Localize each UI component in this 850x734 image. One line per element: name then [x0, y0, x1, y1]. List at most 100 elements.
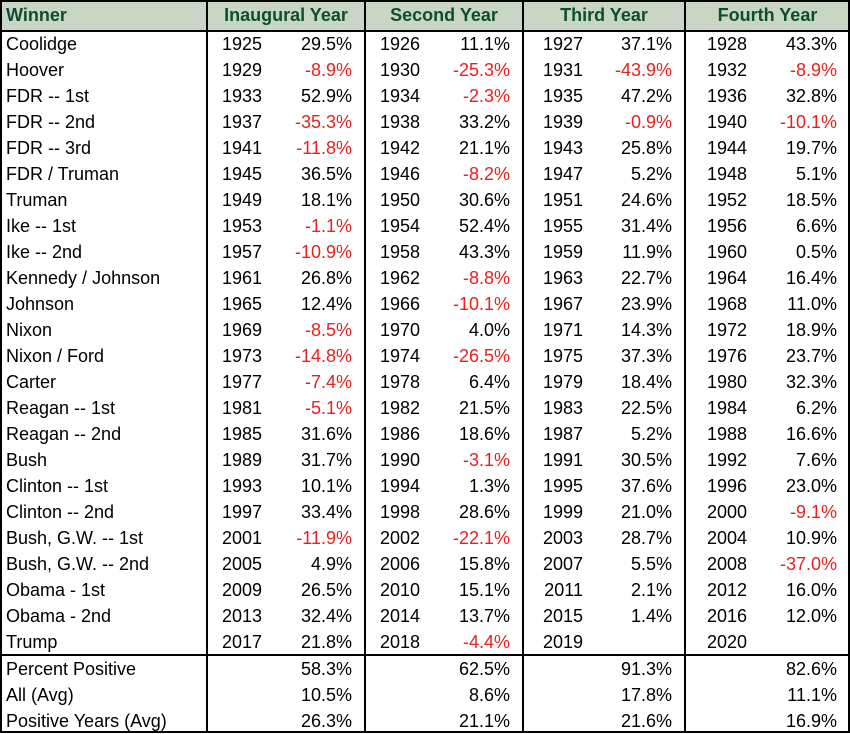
table-row: FDR / Truman 1945 36.5% 1946 -8.2% 1947 5.2% 19… [0, 161, 850, 187]
return-cell: 22.5% [620, 398, 672, 418]
table-row: Nixon / Ford 1973 -14.8% 1974 -26.5% 1975 37.3… [0, 343, 850, 369]
year-cell: 1925 [221, 34, 262, 54]
return-cell: 6.2% [795, 398, 837, 418]
column-divider [206, 0, 208, 733]
table-row: Ike -- 1st 1953 -1.1% 1954 52.4% 1955 31.4% 195… [0, 213, 850, 239]
year-cell: 1949 [221, 190, 262, 210]
year-cell: 2002 [379, 528, 420, 548]
table-row: Clinton -- 2nd 1997 33.4% 1998 28.6% 1999 21.0… [0, 499, 850, 525]
year-cell: 1953 [221, 216, 262, 236]
year-cell: 1985 [221, 424, 262, 444]
year-cell: 2008 [706, 554, 747, 574]
return-cell: 4.9% [310, 554, 352, 574]
year-cell: 2020 [706, 632, 747, 652]
return-cell: 47.2% [620, 86, 672, 106]
year-cell: 1986 [379, 424, 420, 444]
return-cell: 16.6% [785, 424, 837, 444]
table-row: Coolidge 1925 29.5% 1926 11.1% 1927 37.1% 1928 4… [0, 31, 850, 57]
return-cell: 26.8% [300, 268, 352, 288]
year-cell: 2004 [706, 528, 747, 548]
summary-label: Positive Years (Avg) [6, 711, 167, 731]
year-cell: 1984 [706, 398, 747, 418]
return-cell: -0.9% [624, 112, 672, 132]
return-cell: 10.9% [785, 528, 837, 548]
return-cell: 33.4% [300, 502, 352, 522]
return-cell: -1.1% [304, 216, 352, 236]
return-cell: 16.4% [785, 268, 837, 288]
year-cell: 2017 [221, 632, 262, 652]
return-cell: -8.9% [304, 60, 352, 80]
table-row: Nixon 1969 -8.5% 1970 4.0% 1971 14.3% 1972 18.9% [0, 317, 850, 343]
table-row: Hoover 1929 -8.9% 1930 -25.3% 1931 -43.9% 1932 -… [0, 57, 850, 83]
return-cell: 5.5% [630, 554, 672, 574]
year-cell: 1964 [706, 268, 747, 288]
return-cell: 23.9% [620, 294, 672, 314]
winner-name: Coolidge [6, 34, 78, 54]
year-cell: 1939 [542, 112, 583, 132]
year-cell: 1941 [221, 138, 262, 158]
year-cell: 1991 [542, 450, 583, 470]
year-cell: 1967 [542, 294, 583, 314]
winner-name: Kennedy / Johnson [6, 268, 161, 288]
year-cell: 1983 [542, 398, 583, 418]
return-cell: -35.3% [294, 112, 352, 132]
summary-value: 17.8% [620, 685, 672, 705]
year-cell: 2014 [379, 606, 420, 626]
return-cell: 25.8% [620, 138, 672, 158]
year-cell: 1957 [221, 242, 262, 262]
year-cell: 1987 [542, 424, 583, 444]
return-cell: 12.0% [785, 606, 837, 626]
return-cell: -8.2% [462, 164, 510, 184]
year-cell: 1955 [542, 216, 583, 236]
return-cell: 28.7% [620, 528, 672, 548]
year-cell: 1950 [379, 190, 420, 210]
summary-value: 91.3% [620, 659, 672, 679]
return-cell: 5.1% [795, 164, 837, 184]
return-cell: 29.5% [300, 34, 352, 54]
header-row: Winner Inaugural Year Second Year Third … [0, 0, 850, 31]
summary-value: 21.6% [620, 711, 672, 731]
year-cell: 1929 [221, 60, 262, 80]
return-cell: 13.7% [458, 606, 510, 626]
return-cell: 1.4% [630, 606, 672, 626]
year-cell: 1958 [379, 242, 420, 262]
year-cell: 1948 [706, 164, 747, 184]
year-cell: 1994 [379, 476, 420, 496]
return-cell: 15.1% [458, 580, 510, 600]
winner-name: Obama - 1st [6, 580, 106, 600]
winner-name: Nixon / Ford [6, 346, 105, 366]
year-cell: 1970 [379, 320, 420, 340]
return-cell: 26.5% [300, 580, 352, 600]
table-row: Bush, G.W. -- 1st 2001 -11.9% 2002 -22.1% 200… [0, 525, 850, 551]
return-cell: 31.4% [620, 216, 672, 236]
year-cell: 1999 [542, 502, 583, 522]
summary-row: Percent Positive 58.3% 62.5% 91.3% 82.6% [0, 656, 850, 682]
column-divider [848, 0, 850, 733]
year-cell: 1934 [379, 86, 420, 106]
return-cell: 21.5% [458, 398, 510, 418]
return-cell: 37.6% [620, 476, 672, 496]
year-cell: 1959 [542, 242, 583, 262]
winner-name: Trump [6, 632, 58, 652]
year-cell: 1990 [379, 450, 420, 470]
year-cell: 1928 [706, 34, 747, 54]
table-row: Ike -- 2nd 1957 -10.9% 1958 43.3% 1959 11.9% 19… [0, 239, 850, 265]
year-cell: 1973 [221, 346, 262, 366]
column-divider [684, 0, 686, 733]
year-cell: 1945 [221, 164, 262, 184]
year-cell: 2009 [221, 580, 262, 600]
return-cell: 21.0% [620, 502, 672, 522]
return-cell: -11.8% [296, 138, 352, 158]
return-cell: 28.6% [458, 502, 510, 522]
winner-name: Nixon [6, 320, 53, 340]
table-row: Truman 1949 18.1% 1950 30.6% 1951 24.6% 1952 18.… [0, 187, 850, 213]
return-cell: 4.0% [468, 320, 510, 340]
return-cell: -11.9% [296, 528, 352, 548]
year-cell: 1981 [221, 398, 262, 418]
row-divider [0, 0, 850, 2]
year-cell: 1989 [221, 450, 262, 470]
year-cell: 1998 [379, 502, 420, 522]
winner-name: Bush [6, 450, 48, 470]
return-cell: -3.1% [462, 450, 510, 470]
table-row: FDR -- 1st 1933 52.9% 1934 -2.3% 1935 47.2% 193… [0, 83, 850, 109]
